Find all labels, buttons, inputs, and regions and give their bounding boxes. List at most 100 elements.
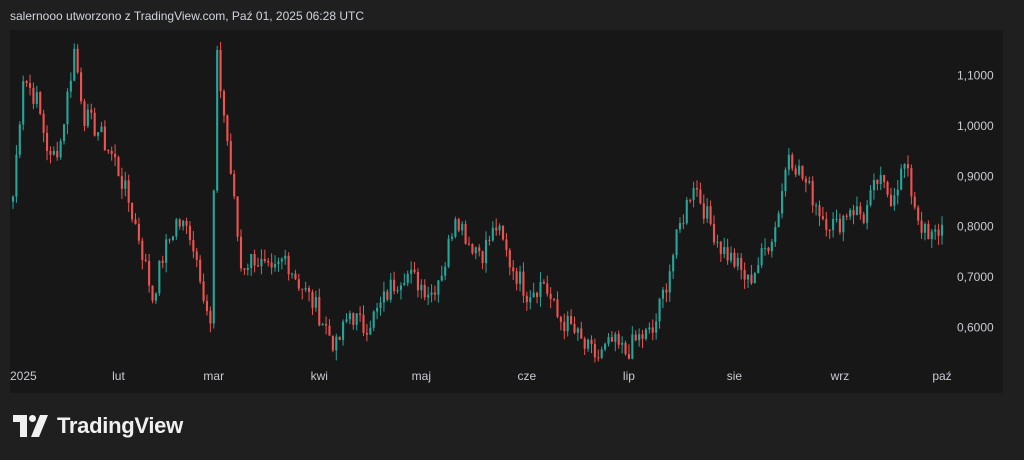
candle-up [498,225,501,231]
candle-down [308,288,311,292]
candle-down [253,253,256,266]
x-tick-label: wrz [830,369,850,383]
candle-down [852,210,855,216]
candle-down [559,316,562,322]
candle-down [209,311,212,324]
candle-up [290,273,294,275]
candle-down [338,336,341,340]
candle-down [205,300,209,312]
candle-down [495,227,498,231]
candle-up [900,168,903,190]
x-tick-label: kwi [311,369,328,383]
candle-up [655,321,658,333]
tradingview-brand: TradingView [13,413,183,439]
candle-up [345,319,348,322]
candle-down [413,269,416,272]
candle-down [311,291,314,308]
candle-up [18,124,21,155]
candle-down [913,196,916,208]
candle-down [433,292,437,295]
candle-down [76,48,79,73]
candle-up [787,154,790,170]
candle-down [682,223,685,225]
candle-up [304,288,307,290]
candle-down [318,297,321,326]
candle-down [794,168,797,175]
candle-up [678,223,682,230]
candle-down [267,260,270,263]
candle-down [297,279,300,289]
candle-up [866,204,869,223]
candle-down [301,288,304,290]
candle-up [444,266,447,276]
candle-down [222,91,226,116]
candle-down [114,153,117,158]
candle-up [97,132,100,136]
candle-up [430,292,433,295]
candle-up [614,334,617,342]
candle-down [120,176,123,189]
candle-up [770,241,773,252]
candle-down [39,92,42,114]
candle-up [781,191,784,214]
candle-down [352,313,355,325]
candle-down [883,174,886,183]
candle-up [661,289,665,299]
candle-down [93,112,96,136]
candle-down [83,101,86,126]
candlestick-chart[interactable]: 1,1000 1,0000 0,9000 0,8000 0,7000 0,6000 202… [10,30,1003,393]
candle-down [556,299,559,317]
candle-down [726,247,729,261]
candle-up [600,349,603,358]
candle-up [763,247,767,249]
candle-up [849,210,852,217]
candle-down [535,292,539,297]
candle-up [808,181,811,183]
candle-down [195,251,198,260]
candle-up [73,48,76,81]
candle-down [563,321,566,332]
candle-up [716,241,719,243]
candle-up [437,280,440,295]
candle-up [450,236,454,239]
candle-down [161,260,164,263]
candle-down [593,344,596,358]
candle-up [668,271,671,293]
candle-up [872,179,875,191]
candle-down [229,141,232,174]
candle-up [410,269,413,274]
candle-down [202,281,205,301]
x-tick-label: lip [623,369,635,383]
candle-down [148,260,151,286]
candle-up [491,227,494,241]
candle-up [774,227,777,242]
candle-down [549,293,552,299]
candle-up [396,290,399,292]
candle-up [607,337,610,344]
candle-up [923,223,927,233]
candle-up [182,220,185,227]
candle-down [743,269,746,280]
candle-down [226,115,229,142]
candle-down [553,298,556,300]
candle-up [171,236,174,240]
candle-down [505,239,508,251]
candle-down [709,206,712,224]
candle-down [689,200,692,202]
candle-up [638,334,641,341]
chart-area[interactable]: 1,1000 1,0000 0,9000 0,8000 0,7000 0,6000 202… [10,30,1003,393]
candle-down [243,268,246,270]
candle-up [165,239,168,263]
candle-down [49,150,52,155]
brand-name: TradingView [57,413,183,438]
y-tick-label: 1,0000 [957,119,994,133]
candle-up [22,81,25,125]
candle-up [348,313,351,320]
candle-down [651,327,654,333]
candle-up [260,259,263,267]
candle-down [141,240,144,260]
candle-up [648,327,651,330]
candle-down [294,273,297,280]
candle-down [127,180,130,203]
candle-up [539,281,542,297]
